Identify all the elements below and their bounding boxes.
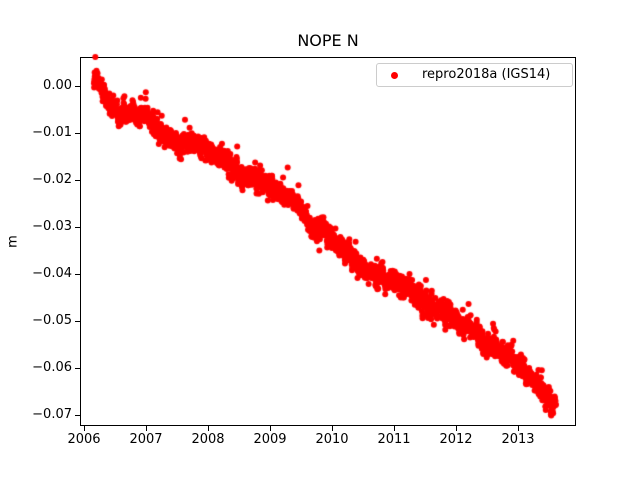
y-tick-label: −0.05 <box>32 313 72 329</box>
y-tick-label: −0.01 <box>32 125 72 141</box>
x-tick-mark <box>207 426 209 431</box>
x-tick-mark <box>393 426 395 431</box>
y-tick-label: −0.06 <box>32 360 72 376</box>
y-tick-label: −0.04 <box>32 266 72 282</box>
x-tick-label: 2009 <box>253 432 287 447</box>
y-tick-mark <box>75 85 80 87</box>
x-tick-mark <box>517 426 519 431</box>
x-tick-label: 2008 <box>191 432 225 447</box>
legend-label: repro2018a (IGS14) <box>422 67 551 82</box>
y-tick-label: −0.07 <box>32 407 72 423</box>
x-tick-label: 2012 <box>439 432 473 447</box>
y-tick-mark <box>75 414 80 416</box>
x-tick-label: 2006 <box>67 432 101 447</box>
plot-area <box>80 57 576 426</box>
y-tick-mark <box>75 179 80 181</box>
legend: repro2018a (IGS14) <box>376 63 573 87</box>
x-tick-mark <box>145 426 147 431</box>
x-tick-label: 2013 <box>501 432 535 447</box>
x-tick-label: 2007 <box>129 432 163 447</box>
x-tick-mark <box>331 426 333 431</box>
y-tick-mark <box>75 226 80 228</box>
y-tick-label: −0.02 <box>32 172 72 188</box>
x-tick-label: 2010 <box>315 432 349 447</box>
chart-title: NOPE N <box>297 31 359 50</box>
x-tick-mark <box>83 426 85 431</box>
x-tick-mark <box>269 426 271 431</box>
x-tick-label: 2011 <box>377 432 411 447</box>
y-tick-mark <box>75 367 80 369</box>
y-tick-label: 0.00 <box>43 78 72 94</box>
y-tick-label: −0.03 <box>32 219 72 235</box>
y-tick-mark <box>75 320 80 322</box>
y-tick-mark <box>75 273 80 275</box>
legend-marker-icon <box>391 71 398 79</box>
x-tick-mark <box>455 426 457 431</box>
y-tick-mark <box>75 132 80 134</box>
